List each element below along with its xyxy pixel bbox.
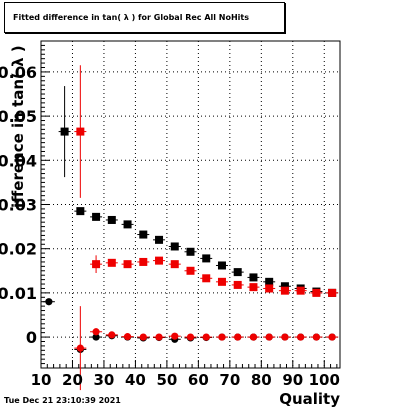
data-point: [280, 286, 289, 295]
x-tick-label: 60: [188, 371, 209, 389]
y-tick-label: 0.05: [0, 107, 37, 126]
y-tick-label: 0.04: [0, 151, 37, 170]
grid-lines: [40, 41, 340, 368]
data-point: [328, 333, 336, 341]
data-point: [170, 260, 179, 269]
data-point: [170, 242, 179, 251]
data-point: [155, 256, 164, 265]
y-tick-label: 0.03: [0, 196, 37, 215]
x-tick-label: 70: [219, 371, 240, 389]
data-point: [280, 282, 289, 291]
data-point: [139, 230, 148, 239]
data-point: [249, 283, 258, 292]
data-point: [249, 333, 258, 341]
tick-labels: 10 20 30 40 50 60 70 80 90 100 0 0.01 0.02 0.03 0.04 0.…: [0, 63, 340, 389]
x-tick-label: 40: [125, 371, 146, 389]
data-point: [123, 220, 132, 229]
x-tick-label: 100: [309, 371, 340, 389]
timestamp: Tue Dec 21 23:10:39 2021: [4, 396, 121, 405]
y-tick-label: 0.06: [0, 63, 37, 82]
data-point: [45, 298, 53, 306]
data-point: [296, 286, 305, 295]
data-point: [265, 277, 274, 286]
y-tick-label: 0: [26, 328, 37, 347]
data-point: [60, 127, 69, 136]
data-point: [92, 333, 100, 341]
data-point: [155, 333, 163, 341]
data-point: [155, 235, 164, 244]
data-point: [186, 333, 195, 341]
data-point: [312, 333, 320, 341]
x-tick-label: 90: [282, 371, 303, 389]
data-point: [217, 277, 226, 286]
data-point: [107, 258, 116, 267]
data-point: [233, 268, 242, 277]
data-point: [218, 333, 226, 341]
frame-area: [40, 40, 341, 369]
data-point: [281, 333, 289, 341]
data-point: [265, 284, 274, 293]
data-point: [92, 328, 100, 336]
x-tick-label: 80: [251, 371, 272, 389]
data-point: [217, 261, 226, 270]
x-tick-label: 50: [156, 371, 177, 389]
data-point: [76, 207, 85, 216]
data-series: [42, 65, 339, 391]
data-point: [92, 212, 101, 221]
title-box: Fitted difference in tan( λ ) for Global…: [4, 2, 285, 33]
data-point: [123, 333, 132, 341]
data-point: [108, 331, 116, 339]
data-point: [265, 333, 273, 341]
data-point: [92, 260, 101, 269]
y-tick-label: 0.02: [0, 240, 37, 259]
data-point: [76, 127, 85, 136]
data-point: [139, 257, 148, 266]
data-point: [249, 273, 258, 282]
data-point: [234, 333, 242, 341]
data-point: [186, 247, 195, 256]
y-axis-title: ifference in tan( λ ): [9, 45, 27, 208]
x-tick-label: 20: [62, 371, 83, 389]
data-point: [202, 254, 211, 263]
chart-title: Fitted difference in tan( λ ) for Global…: [13, 13, 250, 22]
x-tick-label: 10: [31, 371, 52, 389]
data-point: [297, 333, 305, 341]
x-tick-label: 30: [94, 371, 115, 389]
data-point: [312, 288, 321, 297]
data-point: [202, 274, 211, 283]
axis-ticks: [40, 40, 338, 369]
data-point: [233, 280, 242, 289]
data-point: [123, 260, 132, 269]
data-point: [139, 333, 147, 341]
data-point: [76, 344, 84, 352]
data-point: [186, 266, 195, 275]
y-tick-label: 0.01: [0, 284, 37, 303]
data-point: [202, 333, 210, 341]
data-point: [171, 332, 179, 340]
data-point: [107, 215, 116, 224]
data-point: [328, 288, 337, 297]
x-axis-title: Quality: [279, 390, 340, 408]
